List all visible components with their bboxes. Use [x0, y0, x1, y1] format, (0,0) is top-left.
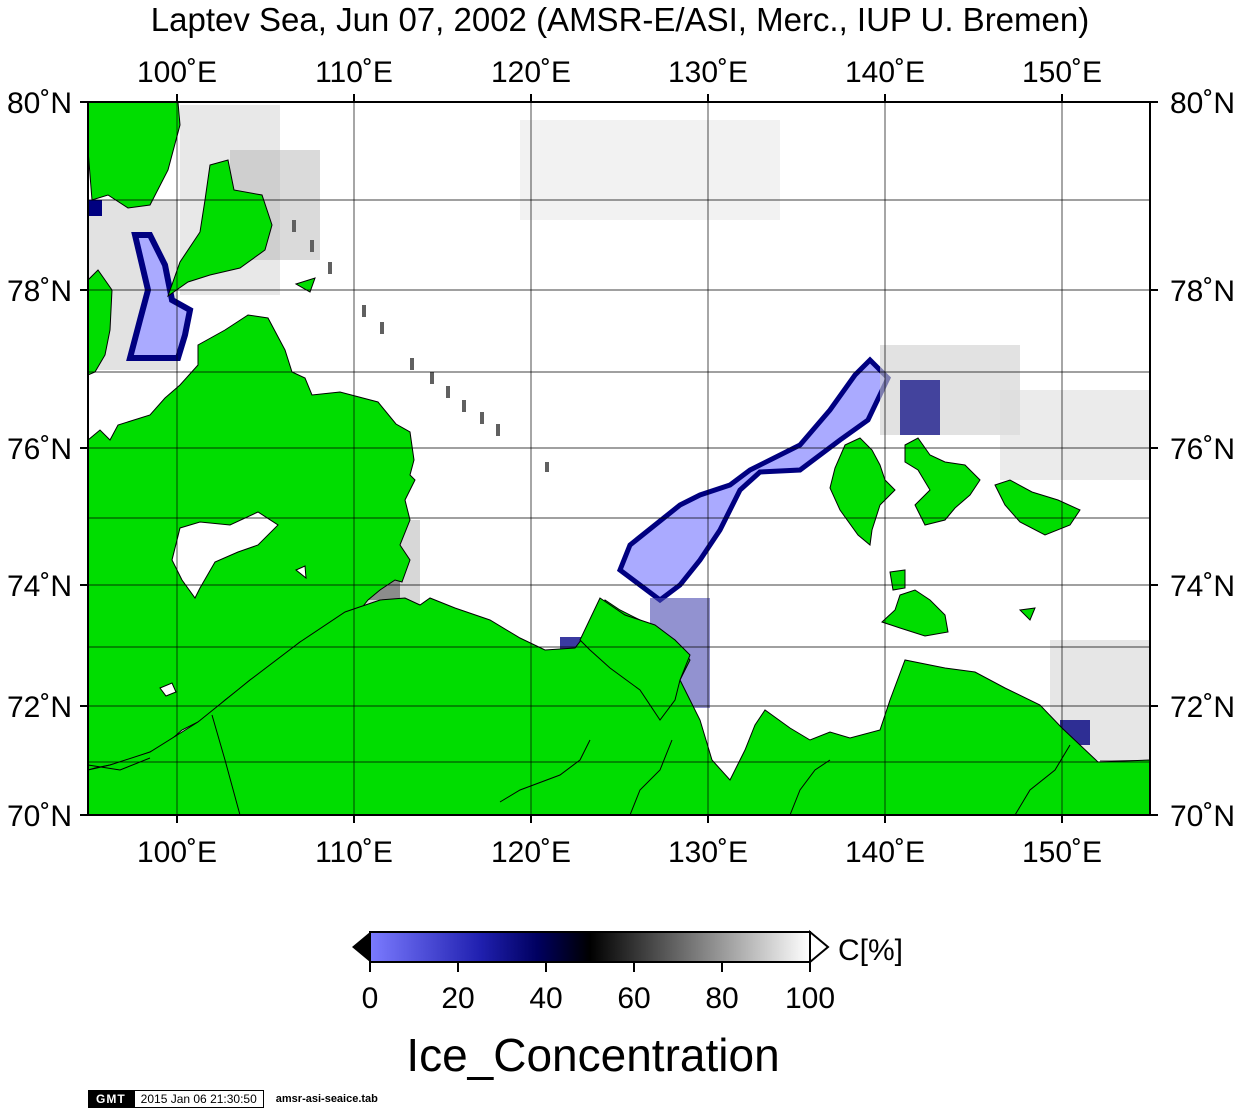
- lat-label-left-78: 78˚N: [7, 275, 72, 308]
- colorbar-tick-60: 60: [617, 982, 650, 1015]
- gmt-logo: GMT: [88, 1090, 134, 1108]
- lat-label-left-70: 70˚N: [7, 800, 72, 833]
- lake-small-2: [295, 565, 307, 580]
- colorbar: 0 20 40 60 80 100 C[%]: [352, 929, 903, 1015]
- colorbar-tick-0: 0: [362, 982, 379, 1015]
- command-label: amsr-asi-seaice.tab: [275, 1093, 378, 1105]
- lat-label-right-72: 72˚N: [1170, 691, 1235, 724]
- colorbar-unit: C[%]: [838, 934, 903, 967]
- lat-label-right-78: 78˚N: [1170, 275, 1235, 308]
- colorbar-tick-80: 80: [705, 982, 738, 1015]
- lat-label-right-70: 70˚N: [1170, 800, 1235, 833]
- gmt-footer: GMT 2015 Jan 06 21:30:50 amsr-asi-seaice…: [88, 1090, 378, 1108]
- lon-label-bottom-100: 100˚E: [137, 836, 217, 869]
- colorbar-tick-20: 20: [441, 982, 474, 1015]
- lake-taymyr: [171, 511, 279, 599]
- ice-blue-patch: [126, 232, 194, 361]
- colorbar-gradient: [369, 931, 811, 963]
- new-siberia-island: [994, 479, 1081, 536]
- lon-label-top-100: 100˚E: [137, 56, 217, 89]
- lat-label-left-74: 74˚N: [7, 570, 72, 603]
- tick-marks: [80, 94, 1158, 823]
- lat-label-left-76: 76˚N: [7, 433, 72, 466]
- small-island-b: [1018, 607, 1036, 621]
- small-island-a: [889, 569, 906, 591]
- lon-label-top-110: 110˚E: [315, 56, 393, 89]
- boundary-lines: [88, 714, 1071, 815]
- lon-label-top-120: 120˚E: [491, 56, 571, 89]
- colorbar-over-arrow: [809, 929, 830, 965]
- colorbar-tick-40: 40: [529, 982, 562, 1015]
- lon-label-top-150: 150˚E: [1022, 56, 1102, 89]
- lon-label-bottom-120: 120˚E: [491, 836, 571, 869]
- lat-label-right-80: 80˚N: [1170, 87, 1235, 120]
- timestamp: 2015 Jan 06 21:30:50: [133, 1090, 264, 1108]
- bolshoy-lyakhovsky-island: [881, 589, 949, 637]
- lat-label-left-80: 80˚N: [7, 87, 72, 120]
- map-title: Laptev Sea, Jun 07, 2002 (AMSR-E/ASI, Me…: [150, 1, 1090, 38]
- lon-label-bottom-140: 140˚E: [845, 836, 925, 869]
- lat-label-left-72: 72˚N: [7, 691, 72, 724]
- siberian-coast: [88, 597, 1150, 815]
- lena-delta: [579, 597, 691, 721]
- colorbar-under-arrow: [352, 932, 370, 962]
- lat-label-right-74: 74˚N: [1170, 570, 1235, 603]
- lon-label-bottom-150: 150˚E: [1022, 836, 1102, 869]
- lon-label-top-140: 140˚E: [845, 56, 925, 89]
- severnaya-zemlya-east: [167, 159, 273, 298]
- severnaya-zemlya-north: [88, 102, 181, 209]
- ostrov-small: [294, 277, 316, 293]
- land-layer: [88, 102, 1150, 815]
- lon-label-bottom-110: 110˚E: [315, 836, 393, 869]
- colorbar-tick-100: 100: [785, 982, 835, 1015]
- lake-layer: [159, 511, 307, 697]
- variable-name: Ice_Concentration: [406, 1029, 780, 1081]
- severnaya-zemlya-bolshevik: [88, 269, 113, 376]
- swath-dots: [292, 220, 549, 472]
- map-frame: [87, 101, 1151, 816]
- lon-label-bottom-130: 130˚E: [668, 836, 748, 869]
- graticule: [88, 102, 1150, 815]
- lon-label-top-130: 130˚E: [668, 56, 748, 89]
- lat-label-right-76: 76˚N: [1170, 433, 1235, 466]
- lake-small-1: [159, 682, 177, 697]
- faddeyevsky-island: [904, 437, 981, 526]
